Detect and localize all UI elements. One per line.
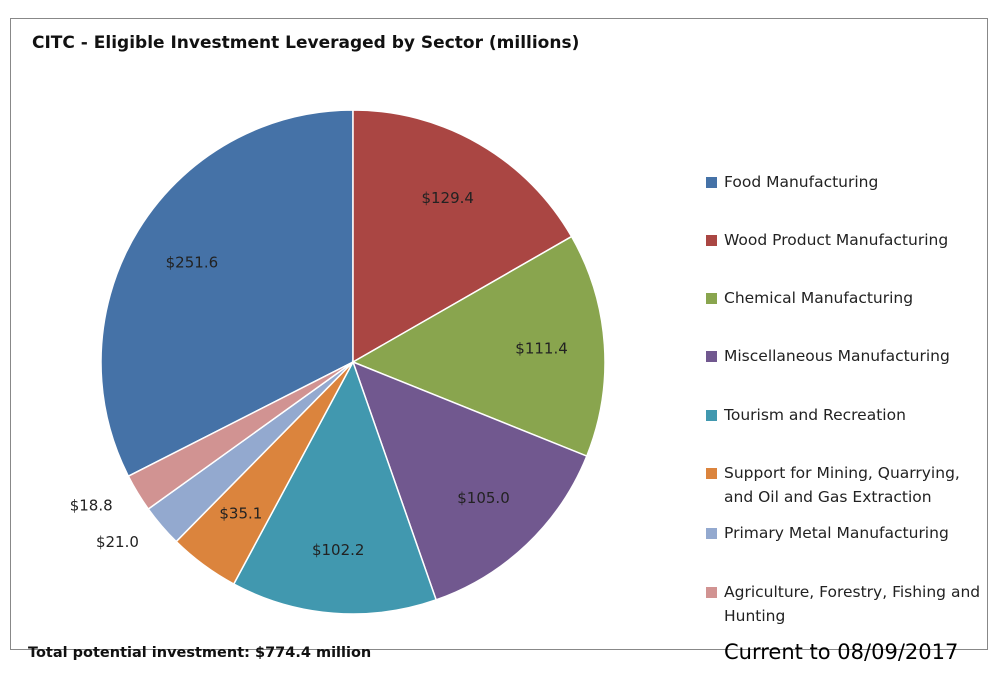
legend-item: Primary Metal Manufacturing — [706, 521, 991, 545]
data-label: $251.6 — [166, 254, 219, 272]
pie-slice — [352, 109, 573, 364]
legend-label: Tourism and Recreation — [724, 406, 906, 424]
legend-item: Wood Product Manufacturing — [706, 228, 991, 252]
data-label: $105.0 — [457, 489, 510, 507]
data-label: $18.8 — [70, 497, 113, 515]
date-note: Current to 08/09/2017 — [724, 640, 959, 664]
pie-slice — [232, 360, 438, 615]
legend-label: Chemical Manufacturing — [724, 289, 914, 307]
legend-swatch — [706, 293, 717, 304]
legend-swatch — [706, 587, 717, 598]
pie-slice — [351, 235, 606, 458]
legend-swatch — [706, 235, 717, 246]
legend-label: Primary Metal Manufacturing — [724, 524, 949, 542]
legend-item: Food Manufacturing — [706, 170, 991, 194]
legend-item: Agriculture, Forestry, Fishing and Hunti… — [706, 580, 991, 628]
data-label: $35.1 — [219, 505, 262, 523]
data-label: $111.4 — [515, 339, 568, 357]
legend-swatch — [706, 528, 717, 539]
data-label: $21.0 — [96, 533, 139, 551]
legend-label: Food Manufacturing — [724, 173, 879, 191]
legend-label: Wood Product Manufacturing — [724, 231, 949, 249]
chart-frame — [10, 18, 988, 650]
legend-label: Support for Mining, Quarrying, and Oil a… — [724, 464, 960, 506]
data-label: $102.2 — [312, 541, 365, 559]
legend-swatch — [706, 351, 717, 362]
pie-slice — [127, 361, 354, 511]
legend-item: Miscellaneous Manufacturing — [706, 344, 991, 368]
legend-swatch — [706, 177, 717, 188]
data-label: $129.4 — [421, 189, 474, 207]
legend-item: Tourism and Recreation — [706, 403, 991, 427]
chart-title: CITC - Eligible Investment Leveraged by … — [32, 33, 580, 53]
legend-swatch — [706, 410, 717, 421]
total-note: Total potential investment: $774.4 milli… — [28, 645, 372, 661]
legend-label: Miscellaneous Manufacturing — [724, 347, 950, 365]
legend-item: Support for Mining, Quarrying, and Oil a… — [706, 461, 991, 509]
legend-label: Agriculture, Forestry, Fishing and Hunti… — [724, 583, 981, 625]
pie-slice — [351, 360, 588, 601]
pie-slice — [100, 109, 354, 478]
legend-swatch — [706, 468, 717, 479]
legend-item: Chemical Manufacturing — [706, 286, 991, 310]
